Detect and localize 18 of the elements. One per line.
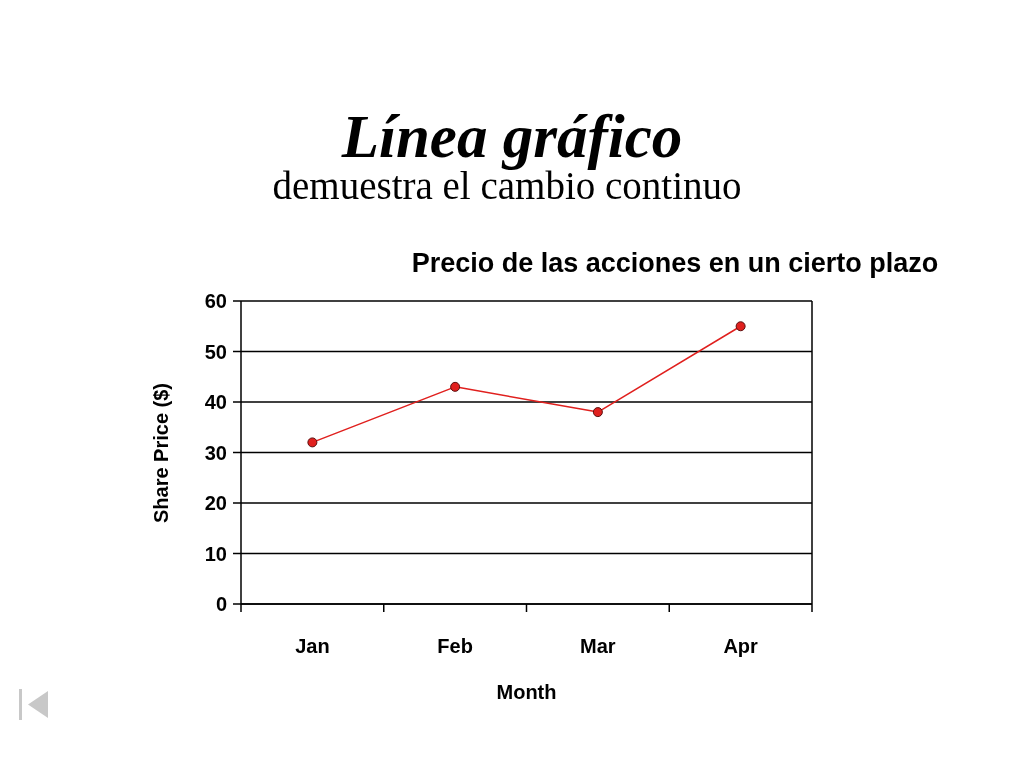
point (307, 437, 318, 448)
y-axis-title: Share Price ($) (150, 382, 172, 523)
y-tick-label: 10 (204, 542, 227, 565)
y-tick-label: 50 (204, 340, 227, 363)
point (592, 407, 603, 418)
x-axis-title: Month (496, 681, 557, 703)
x-tick-label: Jan (295, 635, 330, 657)
y-tick-label: 40 (204, 391, 227, 414)
x-tick-label: Apr (723, 635, 759, 657)
y-tick-label: 0 (215, 593, 227, 616)
text: Precio de las acciones en un cierto plazo (411, 248, 939, 279)
y-tick-label: 60 (204, 290, 227, 313)
y-tick-label: 20 (204, 492, 227, 515)
x-tick-label: Feb (437, 635, 473, 657)
x-tick-label: Mar (580, 635, 616, 657)
point (450, 381, 461, 392)
y-tick-label: 30 (204, 441, 227, 464)
point (735, 321, 746, 332)
